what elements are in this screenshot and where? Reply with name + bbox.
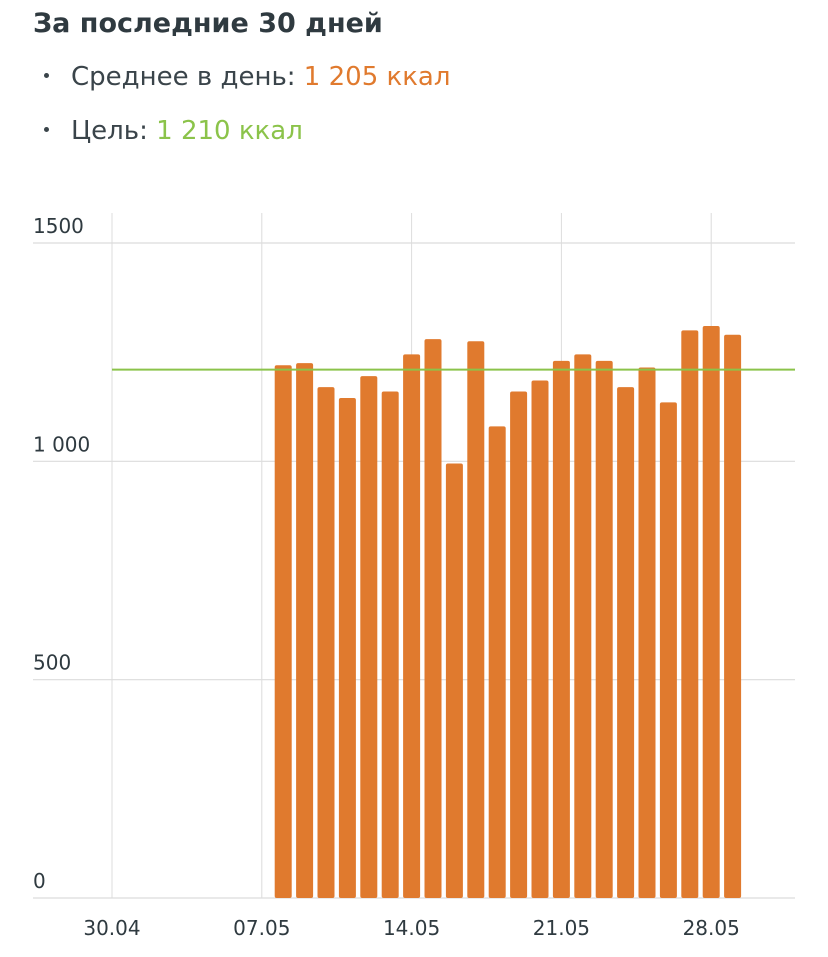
bar-10.05 (317, 387, 335, 898)
y-tick-label: 1500 (33, 214, 84, 238)
goal-label: Цель: (71, 116, 148, 146)
bar-26.05 (659, 402, 677, 898)
bullet-icon (44, 73, 49, 78)
bar-09.05 (296, 363, 314, 898)
bullet-icon (44, 127, 49, 132)
bar-24.05 (617, 387, 635, 898)
y-tick-label: 1 000 (33, 432, 90, 456)
average-stat: Среднее в день: 1 205 ккал (44, 62, 450, 92)
page-title: За последние 30 дней (33, 8, 383, 39)
bar-25.05 (638, 367, 656, 898)
bar-16.05 (445, 463, 463, 898)
bar-17.05 (467, 341, 485, 898)
average-value: 1 205 ккал (303, 62, 451, 92)
bar-13.05 (381, 391, 399, 898)
bar-29.05 (724, 334, 742, 898)
x-tick-label: 21.05 (533, 916, 590, 940)
bar-14.05 (403, 354, 421, 899)
bar-18.05 (488, 426, 506, 898)
bar-23.05 (595, 360, 613, 898)
y-tick-label: 500 (33, 651, 71, 675)
y-tick-label: 0 (33, 869, 46, 893)
bar-22.05 (574, 354, 592, 899)
bar-21.05 (552, 360, 570, 898)
bar-19.05 (510, 391, 528, 898)
average-label: Среднее в день: (71, 62, 296, 92)
x-tick-label: 14.05 (383, 916, 440, 940)
goal-stat: Цель: 1 210 ккал (44, 116, 303, 146)
bar-11.05 (338, 398, 356, 898)
bar-28.05 (702, 325, 720, 898)
x-tick-label: 30.04 (83, 916, 140, 940)
bar-20.05 (531, 380, 549, 898)
bar-15.05 (424, 339, 442, 899)
x-tick-label: 28.05 (683, 916, 740, 940)
bar-08.05 (274, 365, 292, 898)
goal-value: 1 210 ккал (156, 116, 303, 146)
bar-27.05 (681, 330, 699, 898)
bar-12.05 (360, 376, 378, 898)
x-tick-label: 07.05 (233, 916, 290, 940)
